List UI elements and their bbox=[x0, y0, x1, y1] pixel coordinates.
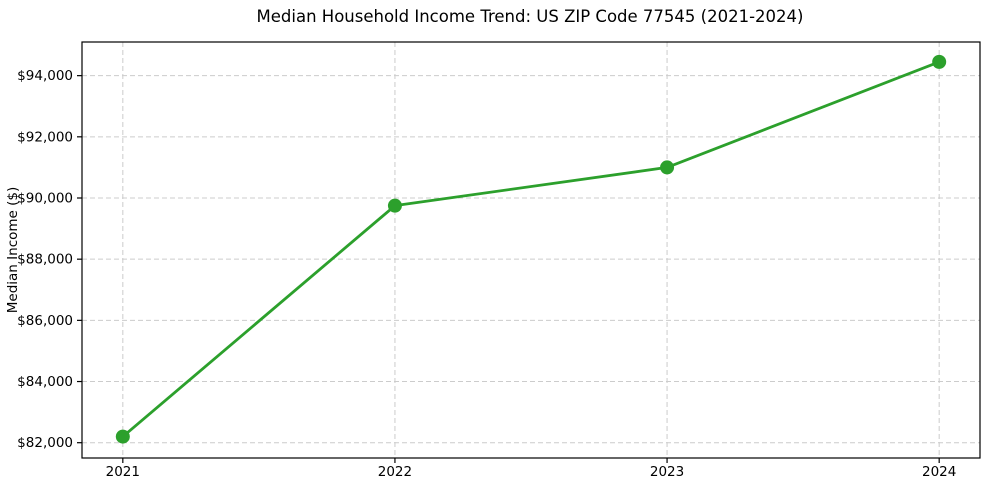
y-tick-label: $94,000 bbox=[17, 68, 73, 84]
y-tick-label: $86,000 bbox=[17, 313, 73, 329]
x-tick-label: 2024 bbox=[922, 464, 956, 480]
axes-layer: $82,000 $84,000 $86,000 $88,000 $90,000 $92,0… bbox=[17, 41, 981, 480]
y-axis-label: Median Income ($) bbox=[5, 187, 21, 313]
data-point-2021 bbox=[115, 429, 130, 444]
y-tick-label: $90,000 bbox=[17, 191, 73, 207]
y-tick-label: $92,000 bbox=[17, 129, 73, 145]
y-tick-label: $88,000 bbox=[17, 252, 73, 268]
y-tick-label: $82,000 bbox=[17, 435, 73, 451]
grid-layer bbox=[82, 42, 980, 458]
trend-line bbox=[121, 60, 941, 438]
y-tick-label: $84,000 bbox=[17, 374, 73, 390]
plot-border bbox=[81, 41, 981, 459]
data-series-layer bbox=[115, 54, 947, 444]
data-point-2022 bbox=[387, 198, 402, 213]
data-point-2023 bbox=[660, 160, 675, 175]
data-point-2024 bbox=[932, 54, 947, 69]
x-tick-label: 2021 bbox=[106, 464, 140, 480]
x-tick-label: 2022 bbox=[378, 464, 412, 480]
x-tick-label: 2023 bbox=[650, 464, 684, 480]
chart-title: Median Household Income Trend: US ZIP Co… bbox=[257, 7, 804, 26]
